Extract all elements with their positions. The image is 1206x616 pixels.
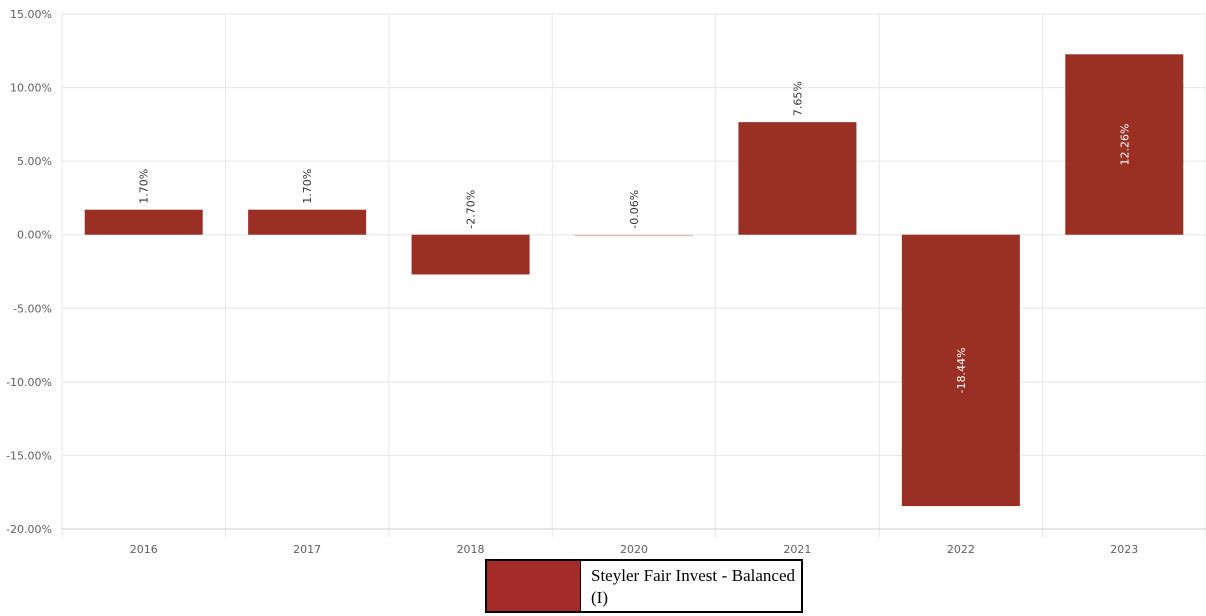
bar bbox=[84, 209, 203, 235]
legend-label: Steyler Fair Invest - Balanced (I) bbox=[591, 566, 795, 607]
x-tick-label: 2022 bbox=[947, 543, 975, 556]
data-label: 7.65% bbox=[791, 81, 804, 116]
x-tick-label: 2020 bbox=[620, 543, 648, 556]
data-label: 1.70% bbox=[301, 169, 314, 204]
y-tick-label: 15.00% bbox=[10, 8, 52, 21]
bar bbox=[901, 234, 1020, 507]
x-tick-label: 2017 bbox=[293, 543, 321, 556]
x-tick-label: 2018 bbox=[457, 543, 485, 556]
legend: Steyler Fair Invest - Balanced (I) bbox=[485, 559, 803, 613]
x-tick-label: 2023 bbox=[1110, 543, 1138, 556]
y-tick-label: -15.00% bbox=[6, 449, 52, 462]
y-tick-label: -5.00% bbox=[13, 302, 52, 315]
bar bbox=[575, 234, 693, 237]
x-tick-label: 2021 bbox=[783, 543, 811, 556]
bar bbox=[411, 234, 530, 275]
data-label: 1.70% bbox=[138, 169, 151, 204]
y-tick-label: 0.00% bbox=[17, 229, 52, 242]
data-label: -2.70% bbox=[465, 190, 478, 229]
y-tick-label: -10.00% bbox=[6, 376, 52, 389]
bar-chart: 15.00% 10.00% 5.00% 0.00% -5.00% -10.00% -15.0… bbox=[6, 8, 1206, 556]
x-tick-label: 2016 bbox=[130, 543, 158, 556]
data-label: -18.44% bbox=[955, 347, 968, 393]
data-label: 12.26% bbox=[1118, 124, 1131, 166]
bar bbox=[1065, 54, 1184, 235]
bar bbox=[248, 209, 367, 235]
bar bbox=[738, 122, 857, 235]
y-tick-label: -20.00% bbox=[6, 523, 52, 536]
data-label: -0.06% bbox=[628, 190, 641, 229]
legend-swatch bbox=[487, 561, 581, 611]
y-tick-label: 10.00% bbox=[10, 82, 52, 95]
y-tick-label: 5.00% bbox=[17, 155, 52, 168]
